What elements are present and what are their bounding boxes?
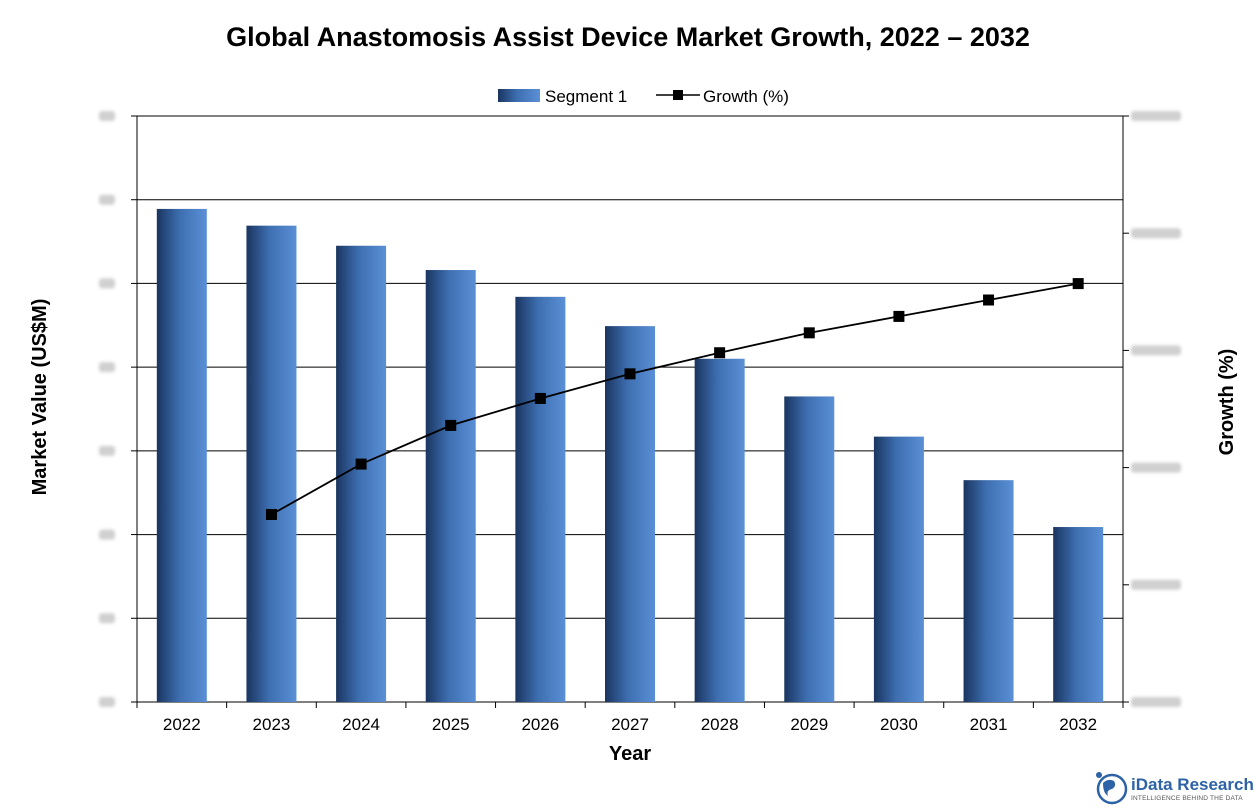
bar-2027 bbox=[605, 326, 655, 702]
y-axis-right bbox=[1122, 111, 1181, 707]
bar-2026 bbox=[515, 296, 566, 702]
bar-2025 bbox=[425, 270, 476, 702]
growth-marker-2027 bbox=[624, 368, 636, 380]
globe-land-shape bbox=[1103, 779, 1116, 796]
y-tick-label-obscured bbox=[99, 697, 115, 707]
y2-axis-title: Growth (%) bbox=[1216, 349, 1238, 456]
y-tick-label-obscured bbox=[99, 529, 115, 540]
growth-line-path bbox=[271, 282, 1079, 516]
x-tick-label: 2022 bbox=[163, 715, 201, 734]
y2-tick-label-obscured bbox=[1131, 462, 1181, 473]
growth-marker-2023 bbox=[265, 508, 277, 520]
brand-name: iData Research bbox=[1131, 775, 1254, 794]
growth-marker-2031 bbox=[983, 294, 995, 306]
x-axis-title: Year bbox=[609, 743, 651, 765]
y-tick-label-obscured bbox=[99, 111, 115, 121]
chart-title: Global Anastomosis Assist Device Market … bbox=[226, 22, 1030, 52]
legend-label-segment: Segment 1 bbox=[545, 87, 627, 106]
growth-marker-2030 bbox=[893, 310, 905, 322]
growth-marker-2026 bbox=[534, 392, 546, 404]
y2-tick-label-obscured bbox=[1131, 111, 1181, 121]
x-tick-label: 2032 bbox=[1059, 715, 1097, 734]
x-tick-label: 2030 bbox=[880, 715, 918, 734]
growth-line bbox=[265, 278, 1084, 520]
growth-marker-2025 bbox=[445, 419, 457, 431]
growth-marker-2029 bbox=[803, 327, 815, 339]
y2-tick-label-obscured bbox=[1131, 579, 1181, 590]
x-tick-label: 2028 bbox=[701, 715, 739, 734]
bar-2023 bbox=[246, 225, 297, 702]
growth-marker-2028 bbox=[714, 347, 726, 359]
bar-2022 bbox=[156, 208, 207, 702]
brand-tagline: INTELLIGENCE BEHIND THE DATA bbox=[1131, 795, 1243, 802]
x-tick-label: 2025 bbox=[432, 715, 470, 734]
bars bbox=[156, 208, 1104, 702]
y2-tick-label-obscured bbox=[1131, 345, 1181, 356]
bar-2028 bbox=[694, 358, 745, 702]
y-tick-label-obscured bbox=[99, 613, 115, 624]
y2-tick-label-obscured bbox=[1131, 697, 1181, 707]
bar-2029 bbox=[784, 396, 835, 702]
x-tick-label: 2029 bbox=[790, 715, 828, 734]
brand-logo: iData Research INTELLIGENCE BEHIND THE D… bbox=[1096, 772, 1254, 805]
x-axis: 2022 2023 2024 2025 2026 2027 2028 2029 2030 2031… bbox=[136, 702, 1124, 734]
legend-bar-swatch bbox=[498, 89, 540, 102]
growth-marker-2024 bbox=[355, 458, 367, 470]
y-tick-label-obscured bbox=[99, 362, 115, 373]
growth-marker-2032 bbox=[1072, 278, 1084, 290]
bar-2032 bbox=[1053, 527, 1104, 702]
y-tick-label-obscured bbox=[99, 194, 115, 205]
legend-marker-swatch bbox=[673, 90, 683, 100]
y2-tick-label-obscured bbox=[1131, 228, 1181, 239]
x-tick-label: 2027 bbox=[611, 715, 649, 734]
globe-icon bbox=[1096, 773, 1128, 805]
y-axis-title: Market Value (US$M) bbox=[29, 299, 51, 496]
x-tick-label: 2026 bbox=[521, 715, 559, 734]
bar-2031 bbox=[963, 480, 1014, 702]
y-tick-label-obscured bbox=[99, 445, 115, 456]
x-tick-label: 2024 bbox=[342, 715, 380, 734]
logo-dot bbox=[1096, 772, 1102, 778]
bar-2030 bbox=[873, 436, 924, 702]
legend: Segment 1 Growth (%) bbox=[498, 87, 789, 106]
x-tick-label: 2031 bbox=[970, 715, 1008, 734]
y-axis-left bbox=[99, 111, 137, 707]
x-tick-label: 2023 bbox=[253, 715, 291, 734]
y-tick-label-obscured bbox=[99, 278, 115, 289]
legend-label-growth: Growth (%) bbox=[703, 87, 789, 106]
